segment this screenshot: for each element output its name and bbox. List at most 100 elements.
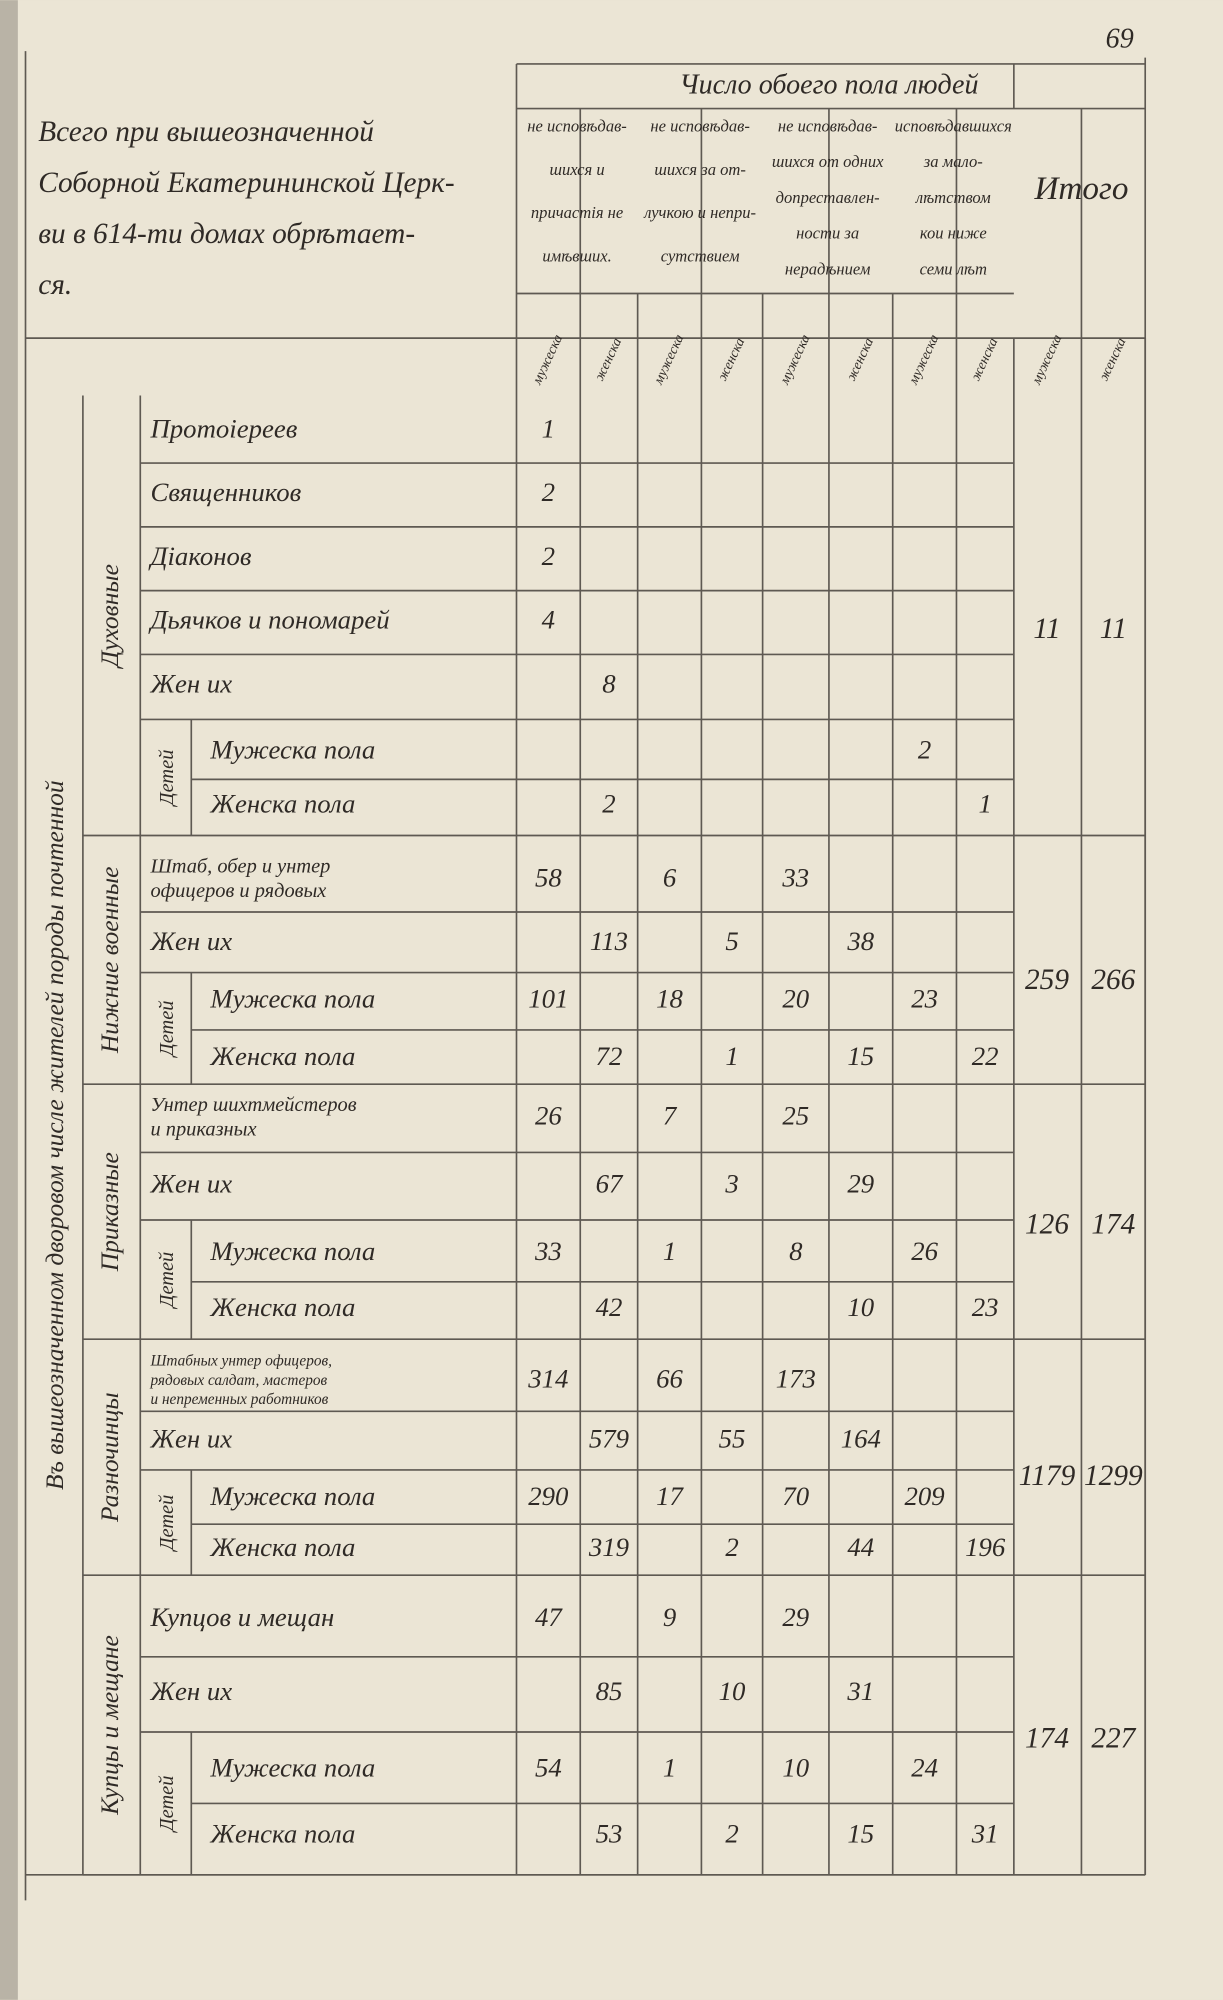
cell-value: 67 xyxy=(596,1168,624,1198)
column-heading: ности за xyxy=(796,224,859,243)
row-label: Мужеска пола xyxy=(209,983,375,1013)
column-heading: не исповѣдав- xyxy=(527,117,627,136)
cell-value: 29 xyxy=(782,1602,809,1632)
total-value: 126 xyxy=(1025,1209,1069,1241)
cell-value: 22 xyxy=(972,1041,999,1071)
children-label: Детей xyxy=(156,1495,178,1553)
row-label: и непременных работников xyxy=(150,1391,328,1408)
children-label: Детей xyxy=(156,1776,178,1834)
cell-value: 3 xyxy=(724,1168,738,1198)
total-value: 1299 xyxy=(1084,1460,1143,1492)
header-title: Число обоего пола людей xyxy=(679,69,978,100)
cell-value: 196 xyxy=(965,1532,1006,1562)
row-label: Жен их xyxy=(149,668,232,698)
column-heading: нерадѣнием xyxy=(785,259,871,278)
header-description: Всего при вышеозначенной xyxy=(38,116,374,148)
total-value: 11 xyxy=(1100,613,1127,645)
column-heading: не исповѣдав- xyxy=(650,117,750,136)
cell-value: 47 xyxy=(535,1602,563,1632)
row-label: Унтер шихтмейстеров xyxy=(150,1094,356,1116)
row-label: Дьячков и пономарей xyxy=(147,605,390,635)
cell-value: 85 xyxy=(596,1676,623,1706)
row-label: Женска пола xyxy=(209,1041,355,1071)
cell-value: 31 xyxy=(846,1676,874,1706)
column-heading: сутствием xyxy=(661,247,740,266)
header-description: Соборной Екатерининской Церк- xyxy=(38,167,454,199)
total-value: 174 xyxy=(1091,1209,1135,1241)
row-label: Женска пола xyxy=(209,1532,355,1562)
page-number: 69 xyxy=(1106,23,1134,54)
column-heading: лѣтством xyxy=(915,188,991,207)
row-label: офицеров и рядовых xyxy=(150,880,326,902)
cell-value: 20 xyxy=(782,983,809,1013)
binding-edge xyxy=(0,0,18,2000)
cell-value: 2 xyxy=(602,788,615,818)
cell-value: 58 xyxy=(535,862,562,892)
cell-value: 2 xyxy=(725,1532,738,1562)
cell-value: 66 xyxy=(656,1363,683,1393)
row-label: Дiаконов xyxy=(147,541,251,571)
cell-value: 15 xyxy=(847,1819,874,1849)
cell-value: 23 xyxy=(972,1292,999,1322)
row-label: Жен их xyxy=(149,1168,232,1198)
group-label: Купцы и мещане xyxy=(95,1635,124,1816)
column-heading: шихся за от- xyxy=(654,160,746,179)
cell-value: 1 xyxy=(663,1752,676,1782)
column-heading: не исповѣдав- xyxy=(778,117,878,136)
header-description: ся. xyxy=(38,269,72,301)
side-label: Въ вышеозначенном дворовом числе жителей… xyxy=(40,780,69,1490)
cell-value: 70 xyxy=(782,1481,809,1511)
row-label: Мужеска пола xyxy=(209,1236,375,1266)
row-label: Мужеска пола xyxy=(209,735,375,765)
total-value: 1179 xyxy=(1019,1460,1076,1492)
row-label: Жен их xyxy=(149,1423,232,1453)
cell-value: 1 xyxy=(663,1236,676,1266)
children-label: Детей xyxy=(156,1252,178,1310)
row-label: Протоiереев xyxy=(149,413,297,443)
cell-value: 38 xyxy=(846,926,874,956)
group-label: Духовные xyxy=(95,564,124,669)
children-label: Детей xyxy=(156,750,178,808)
cell-value: 164 xyxy=(841,1423,881,1453)
cell-value: 8 xyxy=(602,668,616,698)
cell-value: 26 xyxy=(535,1101,562,1131)
cell-value: 173 xyxy=(776,1363,816,1393)
row-label: Женска пола xyxy=(209,1819,355,1849)
column-heading: за мало- xyxy=(923,152,983,171)
cell-value: 44 xyxy=(847,1532,874,1562)
cell-value: 1 xyxy=(978,788,991,818)
cell-value: 33 xyxy=(781,862,809,892)
cell-value: 4 xyxy=(542,605,555,635)
column-heading: имѣвших. xyxy=(542,247,611,266)
row-label: Женска пола xyxy=(209,788,355,818)
cell-value: 1 xyxy=(725,1041,738,1071)
cell-value: 1 xyxy=(542,413,555,443)
total-value: 227 xyxy=(1091,1723,1136,1755)
column-heading: семи лѣт xyxy=(920,259,987,278)
column-heading: допреставлен- xyxy=(776,188,880,207)
cell-value: 10 xyxy=(782,1752,809,1782)
total-value: 259 xyxy=(1025,964,1069,996)
cell-value: 314 xyxy=(527,1363,568,1393)
children-label: Детей xyxy=(156,1001,178,1059)
cell-value: 29 xyxy=(847,1168,874,1198)
cell-value: 113 xyxy=(590,926,628,956)
cell-value: 6 xyxy=(663,862,677,892)
cell-value: 23 xyxy=(911,983,938,1013)
row-label: Мужеска пола xyxy=(209,1481,375,1511)
cell-value: 15 xyxy=(847,1041,874,1071)
column-heading: причастія не xyxy=(531,203,623,222)
cell-value: 42 xyxy=(596,1292,623,1322)
cell-value: 101 xyxy=(528,983,568,1013)
cell-value: 209 xyxy=(905,1481,945,1511)
cell-value: 17 xyxy=(656,1481,684,1511)
row-label: Женска пола xyxy=(209,1292,355,1322)
total-value: 266 xyxy=(1091,964,1135,996)
cell-value: 31 xyxy=(971,1819,999,1849)
cell-value: 5 xyxy=(725,926,738,956)
cell-value: 55 xyxy=(719,1423,746,1453)
column-heading: лучкою и непри- xyxy=(643,203,756,222)
cell-value: 8 xyxy=(789,1236,803,1266)
